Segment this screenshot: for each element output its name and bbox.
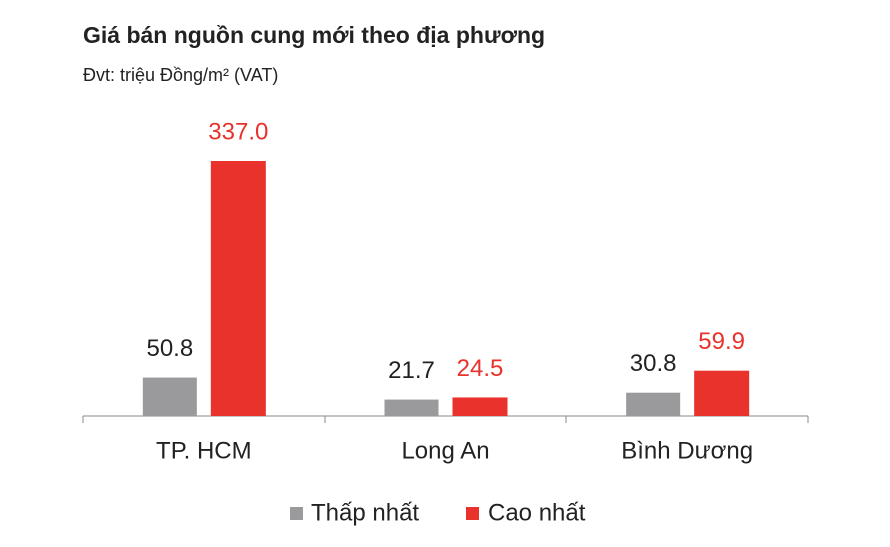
bar: [452, 397, 508, 416]
value-label: 21.7: [388, 357, 435, 384]
chart-title: Giá bán nguồn cung mới theo địa phương: [83, 22, 545, 48]
value-label: 337.0: [208, 118, 268, 145]
legend-swatch: [290, 507, 303, 520]
bar: [384, 399, 439, 416]
legend-label: Cao nhất: [488, 499, 586, 526]
legend-label: Thấp nhất: [311, 499, 419, 526]
bar: [142, 377, 197, 416]
x-tick-label: Long An: [401, 437, 489, 464]
bar: [210, 161, 266, 416]
value-label: 24.5: [457, 355, 504, 382]
value-label: 50.8: [146, 335, 193, 362]
x-tick-label: TP. HCM: [156, 437, 252, 464]
value-label: 30.8: [630, 350, 677, 377]
legend-swatch: [466, 507, 479, 520]
x-tick-label: Bình Dương: [621, 437, 753, 464]
chart-subtitle: Đvt: triệu Đồng/m² (VAT): [83, 65, 278, 85]
bar: [694, 370, 750, 416]
bar: [626, 392, 681, 416]
value-label: 59.9: [698, 328, 745, 355]
